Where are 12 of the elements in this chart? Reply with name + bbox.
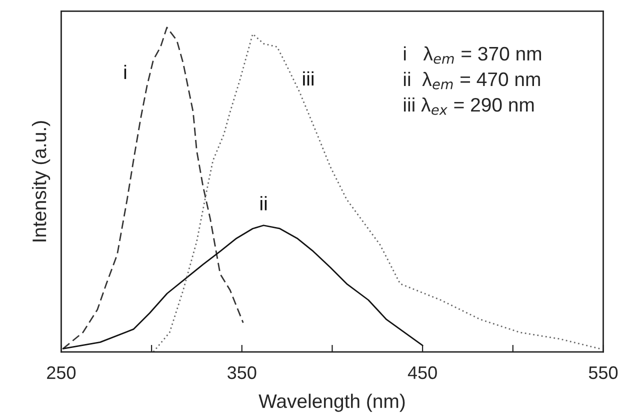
annotation: i λ$_{em}$ = 370 nm [404, 46, 542, 64]
x-axis-title: Wavelength (nm) [258, 394, 405, 412]
x-tick-label: 450 [408, 366, 437, 380]
series-label: i [124, 64, 126, 79]
series-label: ii [260, 196, 267, 210]
y-axis-title: Intensity (a.u.) [32, 121, 50, 242]
annotation: ii λ$_{em}$ = 470 nm [404, 72, 540, 90]
x-tick-label: 250 [47, 366, 76, 380]
annotation: iii λ$_{ex}$ = 290 nm [404, 97, 534, 115]
x-tick-label: 350 [228, 366, 256, 380]
x-tick-label: 550 [588, 366, 618, 380]
series-label: iii [303, 71, 314, 86]
